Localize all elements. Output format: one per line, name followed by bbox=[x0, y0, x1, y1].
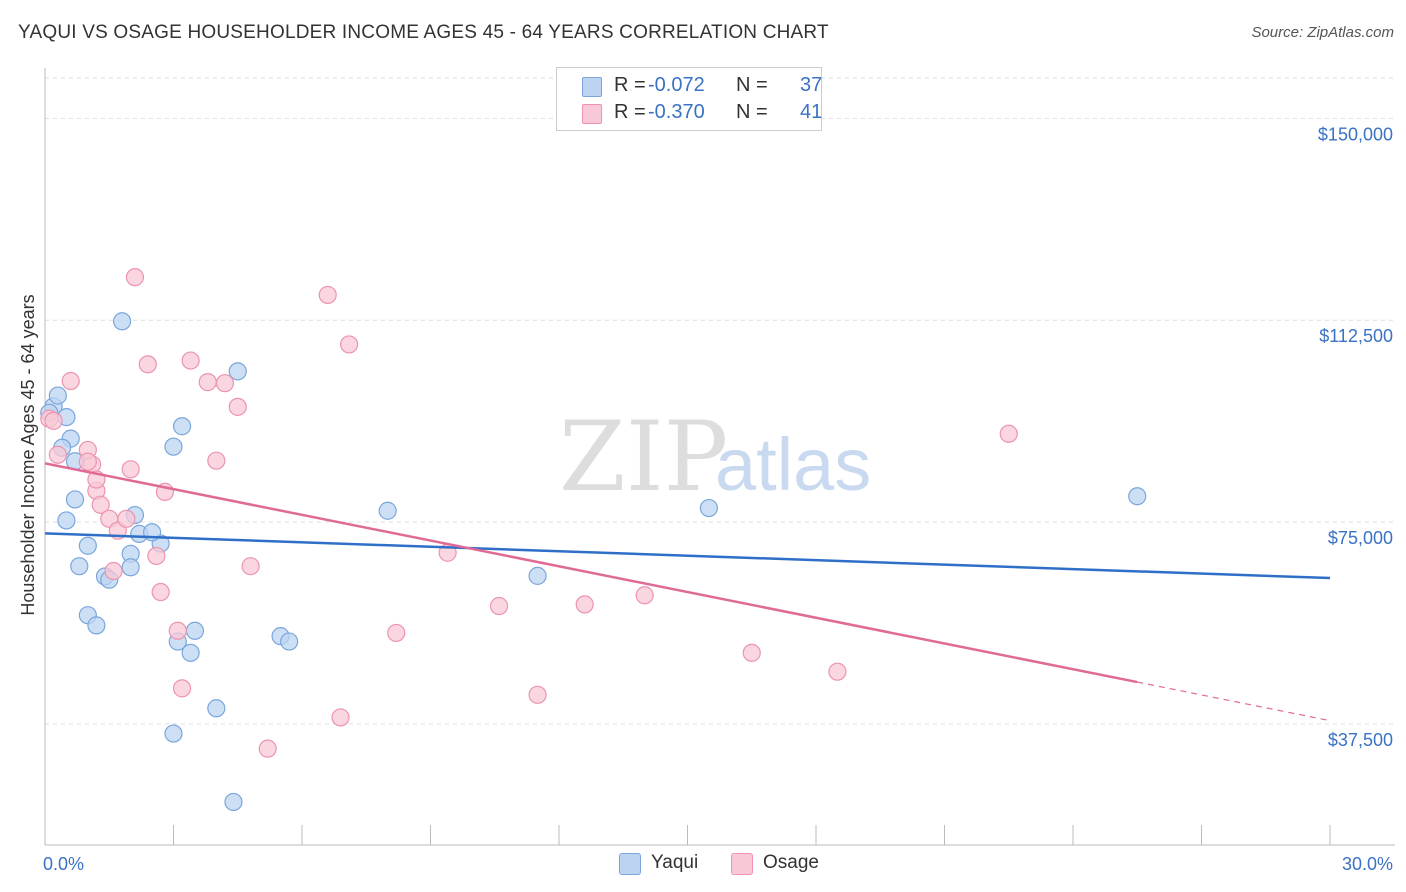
yaqui-point bbox=[164, 724, 183, 743]
yaqui-point bbox=[228, 362, 247, 381]
yaqui-point bbox=[699, 498, 719, 518]
yaqui-point bbox=[78, 536, 97, 555]
yaqui-point bbox=[65, 490, 85, 509]
legend-n-value-yaqui: 37 bbox=[800, 74, 823, 96]
osage-point bbox=[635, 586, 654, 605]
legend-r-label: R = bbox=[614, 74, 646, 96]
legend-n-label: N = bbox=[736, 74, 768, 96]
osage-point bbox=[387, 623, 406, 643]
osage-point bbox=[121, 460, 140, 479]
osage-point bbox=[181, 351, 200, 370]
osage-point bbox=[999, 424, 1018, 443]
yaqui-point bbox=[172, 417, 192, 436]
y-tick-label: $37,500 bbox=[1328, 730, 1393, 750]
osage-point bbox=[198, 373, 217, 392]
osage-point bbox=[168, 621, 187, 640]
legend-r-label: R = bbox=[614, 101, 646, 123]
x-tick-label-min: 0.0% bbox=[43, 854, 84, 874]
yaqui-point bbox=[70, 557, 89, 576]
y-axis-label: Householder Income Ages 45 - 64 years bbox=[18, 294, 38, 615]
data-points bbox=[40, 268, 1147, 812]
yaqui-point bbox=[164, 437, 183, 456]
legend-r-value-osage: -0.370 bbox=[648, 101, 705, 123]
osage-point bbox=[104, 561, 123, 581]
osage-point bbox=[228, 397, 247, 416]
bottom-legend-swatch-yaqui bbox=[619, 853, 641, 875]
osage-point bbox=[117, 509, 136, 528]
watermark-zip: ZIP bbox=[559, 401, 728, 513]
bottom-legend-swatch-osage bbox=[731, 853, 753, 875]
yaqui-point bbox=[378, 501, 397, 520]
y-tick-label: $112,500 bbox=[1319, 326, 1393, 346]
yaqui-point bbox=[57, 511, 76, 530]
yaqui-point bbox=[121, 558, 140, 577]
osage-point bbox=[258, 739, 277, 758]
watermark-atlas: atlas bbox=[715, 423, 871, 506]
chart-source: Source: ZipAtlas.com bbox=[1251, 24, 1394, 41]
axes bbox=[44, 68, 1395, 846]
osage-point bbox=[215, 374, 234, 393]
osage-point bbox=[742, 643, 761, 662]
osage-point bbox=[172, 679, 192, 698]
x-tick-label-max: 30.0% bbox=[1342, 854, 1393, 874]
yaqui-point bbox=[224, 792, 243, 812]
osage-point bbox=[44, 411, 63, 430]
bottom-legend-label-osage: Osage bbox=[763, 852, 819, 873]
osage-point bbox=[48, 445, 67, 464]
osage-point bbox=[489, 596, 509, 616]
yaqui-point bbox=[1128, 487, 1147, 506]
osage-point bbox=[331, 708, 350, 727]
legend-n-value-osage: 41 bbox=[800, 101, 823, 123]
osage-point bbox=[241, 557, 260, 576]
axis-labels: $37,500 $75,000 $112,500 $150,000 0.0% 30.0% H… bbox=[18, 124, 1393, 874]
yaqui-point bbox=[185, 621, 205, 640]
osage-point bbox=[125, 268, 145, 287]
legend-r-value-yaqui: -0.072 bbox=[648, 74, 705, 96]
trend-line-osage bbox=[44, 462, 1138, 684]
osage-point bbox=[318, 285, 337, 305]
yaqui-point bbox=[181, 643, 200, 662]
y-tick-label: $75,000 bbox=[1328, 528, 1393, 548]
yaqui-point bbox=[48, 386, 67, 405]
watermark: ZIP atlas bbox=[559, 401, 871, 513]
osage-point bbox=[207, 451, 226, 470]
osage-point bbox=[828, 662, 847, 681]
yaqui-point bbox=[528, 566, 547, 585]
osage-point bbox=[91, 495, 110, 514]
osage-point bbox=[528, 685, 547, 704]
yaqui-point bbox=[207, 699, 226, 718]
legend-swatch-osage bbox=[582, 104, 602, 124]
legend-n-label: N = bbox=[736, 101, 768, 123]
trend-line-osage-extrapolated bbox=[1137, 681, 1331, 722]
osage-point bbox=[78, 452, 97, 471]
trend-lines bbox=[44, 462, 1331, 722]
bottom-legend-label-yaqui: Yaqui bbox=[651, 852, 699, 873]
yaqui-point bbox=[280, 632, 299, 651]
chart-title: YAQUI VS OSAGE HOUSEHOLDER INCOME AGES 4… bbox=[18, 22, 829, 43]
osage-point bbox=[61, 371, 80, 391]
yaqui-point bbox=[87, 616, 106, 635]
legend-swatch-yaqui bbox=[582, 77, 602, 97]
trend-line-yaqui bbox=[44, 532, 1331, 580]
y-tick-label: $150,000 bbox=[1318, 124, 1393, 144]
osage-point bbox=[138, 355, 157, 374]
osage-point bbox=[575, 595, 594, 614]
osage-point bbox=[147, 546, 166, 566]
stats-legend: R = -0.072 N = 37 R = -0.370 N = 41 bbox=[556, 67, 822, 131]
yaqui-point bbox=[112, 312, 132, 331]
osage-point bbox=[151, 582, 170, 602]
osage-point bbox=[340, 335, 359, 354]
